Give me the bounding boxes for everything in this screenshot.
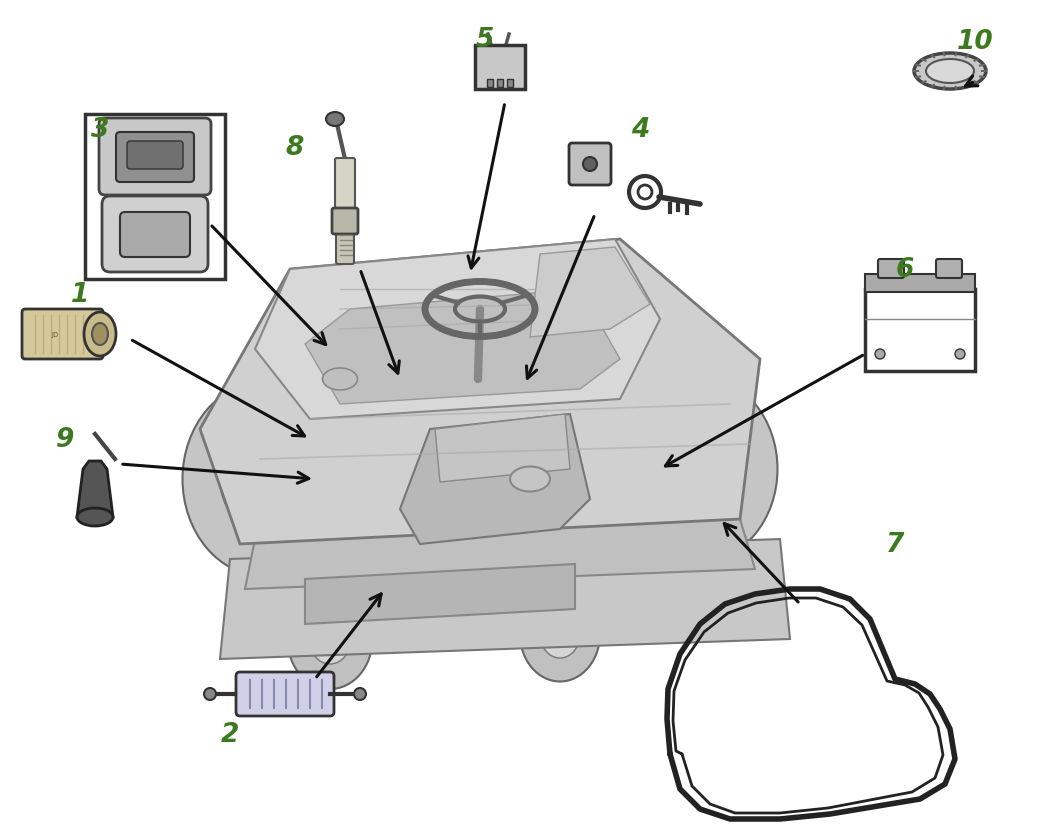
Polygon shape (220, 539, 790, 659)
Ellipse shape (623, 377, 777, 562)
Ellipse shape (323, 369, 358, 390)
Polygon shape (245, 519, 755, 590)
FancyBboxPatch shape (22, 309, 103, 360)
Ellipse shape (287, 590, 373, 689)
Ellipse shape (914, 54, 986, 90)
Bar (497, 80, 503, 88)
Bar (865, 275, 975, 293)
Ellipse shape (926, 60, 974, 84)
Ellipse shape (92, 323, 108, 346)
FancyBboxPatch shape (236, 672, 334, 716)
Text: JD: JD (52, 332, 58, 337)
Text: 8: 8 (286, 135, 304, 160)
Text: 5: 5 (475, 27, 495, 53)
Ellipse shape (510, 467, 550, 492)
Text: 2: 2 (221, 721, 239, 747)
Circle shape (875, 350, 885, 360)
Bar (487, 80, 493, 88)
Ellipse shape (84, 313, 116, 356)
Circle shape (354, 688, 366, 700)
Polygon shape (530, 248, 650, 337)
FancyBboxPatch shape (336, 231, 354, 265)
Text: 6: 6 (896, 256, 914, 283)
Circle shape (955, 350, 965, 360)
Text: 4: 4 (631, 117, 649, 143)
Ellipse shape (326, 112, 344, 127)
FancyBboxPatch shape (116, 133, 194, 183)
Bar (507, 80, 513, 88)
Ellipse shape (584, 158, 597, 172)
Text: 1: 1 (71, 282, 89, 308)
FancyBboxPatch shape (878, 260, 904, 279)
FancyBboxPatch shape (333, 208, 358, 235)
Ellipse shape (182, 382, 347, 576)
Polygon shape (255, 240, 660, 419)
Ellipse shape (520, 587, 600, 681)
FancyBboxPatch shape (335, 159, 355, 213)
Polygon shape (305, 289, 620, 404)
FancyBboxPatch shape (102, 197, 208, 273)
Polygon shape (305, 564, 575, 624)
Ellipse shape (245, 456, 285, 503)
FancyBboxPatch shape (569, 144, 611, 186)
Polygon shape (200, 240, 760, 544)
Bar (85, 115, 225, 280)
Polygon shape (77, 461, 113, 518)
Text: 10: 10 (956, 29, 993, 55)
Ellipse shape (309, 614, 351, 664)
Text: 9: 9 (56, 427, 74, 452)
FancyBboxPatch shape (120, 213, 190, 258)
Polygon shape (435, 414, 570, 482)
Ellipse shape (681, 447, 719, 492)
Text: 3: 3 (91, 117, 109, 143)
Ellipse shape (77, 509, 113, 526)
FancyBboxPatch shape (127, 141, 183, 170)
FancyBboxPatch shape (98, 119, 211, 196)
Ellipse shape (658, 419, 742, 519)
FancyBboxPatch shape (475, 46, 525, 90)
Ellipse shape (220, 427, 310, 532)
Polygon shape (400, 414, 590, 544)
Text: 7: 7 (885, 532, 904, 557)
Bar (865, 289, 975, 371)
Ellipse shape (540, 610, 580, 658)
Circle shape (204, 688, 216, 700)
FancyBboxPatch shape (936, 260, 962, 279)
